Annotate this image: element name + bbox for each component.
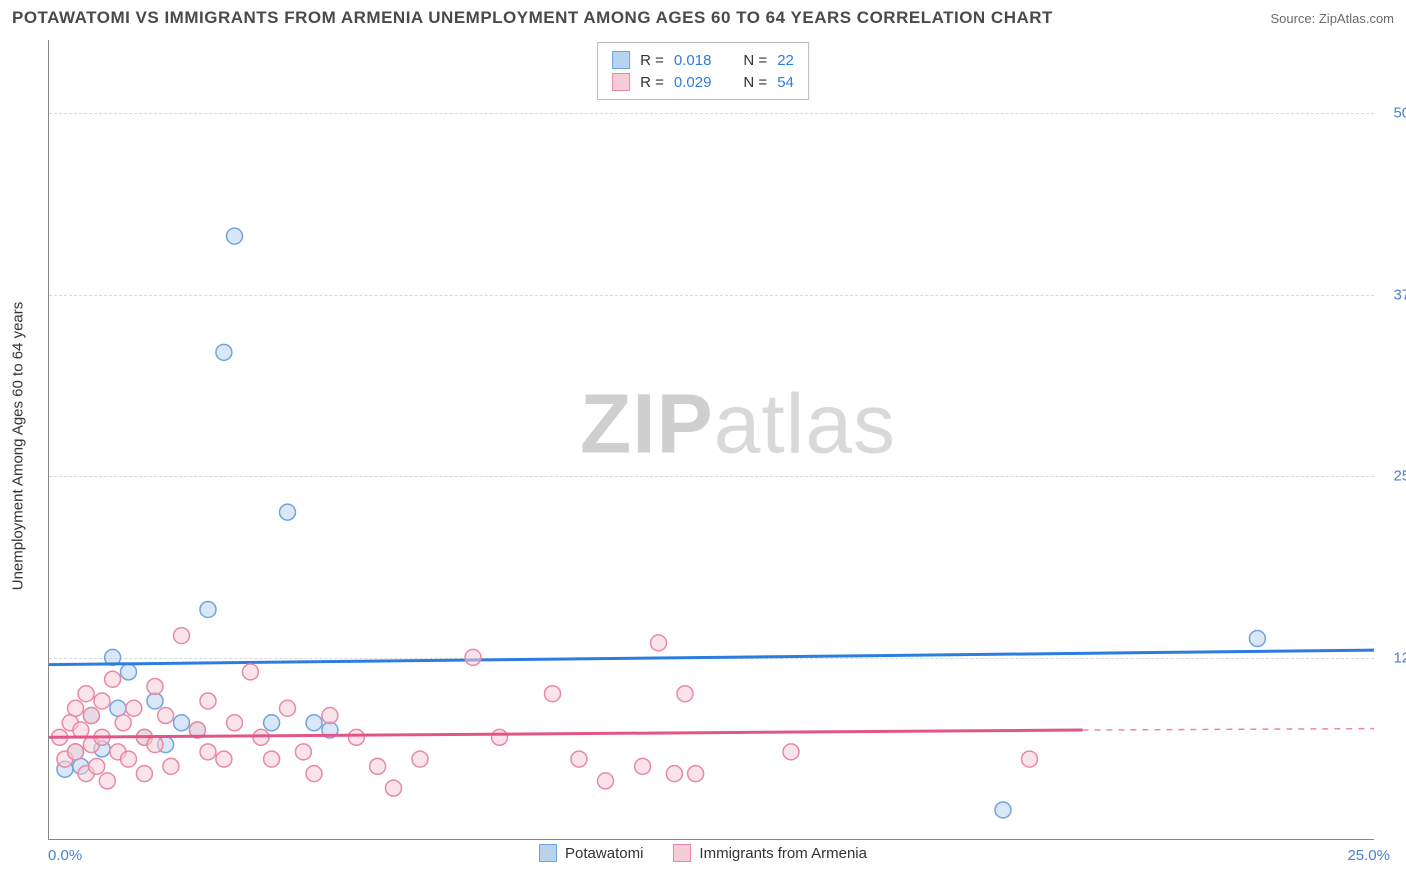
data-point [688, 766, 704, 782]
scatter-svg [49, 40, 1374, 839]
data-point [200, 693, 216, 709]
data-point [174, 628, 190, 644]
data-point [147, 693, 163, 709]
data-point [264, 751, 280, 767]
stats-legend-box: R = 0.018 N = 22 R = 0.029 N = 54 [597, 42, 809, 100]
stats-row: R = 0.018 N = 22 [612, 49, 794, 71]
data-point [242, 664, 258, 680]
data-point [295, 744, 311, 760]
plot-area: ZIPatlas 12.5%25.0%37.5%50.0% [48, 40, 1374, 840]
data-point [115, 715, 131, 731]
data-point [492, 729, 508, 745]
data-point [83, 708, 99, 724]
data-point [94, 693, 110, 709]
data-point [105, 671, 121, 687]
data-point [264, 715, 280, 731]
data-point [89, 758, 105, 774]
y-tick-label: 25.0% [1393, 468, 1406, 485]
data-point [280, 700, 296, 716]
y-tick-label: 12.5% [1393, 650, 1406, 667]
data-point [598, 773, 614, 789]
stats-row: R = 0.029 N = 54 [612, 71, 794, 93]
data-point [783, 744, 799, 760]
n-label: N = [743, 74, 767, 91]
data-point [348, 729, 364, 745]
y-tick-label: 37.5% [1393, 286, 1406, 303]
data-point [412, 751, 428, 767]
data-point [163, 758, 179, 774]
data-point [465, 649, 481, 665]
data-point [216, 344, 232, 360]
n-label: N = [743, 52, 767, 69]
data-point [200, 744, 216, 760]
legend-label: Immigrants from Armenia [699, 845, 867, 862]
legend-swatch [539, 844, 557, 862]
title-bar: POTAWATOMI VS IMMIGRANTS FROM ARMENIA UN… [12, 8, 1394, 28]
legend-item: Immigrants from Armenia [673, 844, 867, 862]
data-point [68, 744, 84, 760]
data-point [227, 228, 243, 244]
data-point [635, 758, 651, 774]
chart-title: POTAWATOMI VS IMMIGRANTS FROM ARMENIA UN… [12, 8, 1053, 28]
legend-swatch [612, 73, 630, 91]
data-point [147, 678, 163, 694]
data-point [136, 766, 152, 782]
data-point [68, 700, 84, 716]
data-point [651, 635, 667, 651]
data-point [126, 700, 142, 716]
data-point [306, 766, 322, 782]
data-point [1249, 631, 1265, 647]
data-point [121, 664, 137, 680]
data-point [370, 758, 386, 774]
y-axis-label: Unemployment Among Ages 60 to 64 years [10, 302, 27, 591]
data-point [121, 751, 137, 767]
legend-swatch [612, 51, 630, 69]
data-point [99, 773, 115, 789]
x-max-label: 25.0% [1347, 847, 1390, 864]
data-point [545, 686, 561, 702]
data-point [1022, 751, 1038, 767]
data-point [78, 686, 94, 702]
n-value: 22 [777, 52, 794, 69]
data-point [147, 737, 163, 753]
data-point [995, 802, 1011, 818]
data-point [322, 708, 338, 724]
x-origin-label: 0.0% [48, 847, 82, 864]
data-point [677, 686, 693, 702]
data-point [200, 601, 216, 617]
n-value: 54 [777, 74, 794, 91]
legend-label: Potawatomi [565, 845, 643, 862]
source-label: Source: ZipAtlas.com [1270, 11, 1394, 26]
data-point [227, 715, 243, 731]
data-point [571, 751, 587, 767]
data-point [280, 504, 296, 520]
r-value: 0.018 [674, 52, 712, 69]
r-value: 0.029 [674, 74, 712, 91]
legend-swatch [673, 844, 691, 862]
r-label: R = [640, 74, 664, 91]
regression-line [49, 650, 1374, 665]
regression-line-dashed [1083, 729, 1375, 730]
data-point [174, 715, 190, 731]
y-tick-label: 50.0% [1393, 104, 1406, 121]
data-point [110, 700, 126, 716]
data-point [216, 751, 232, 767]
legend-item: Potawatomi [539, 844, 643, 862]
r-label: R = [640, 52, 664, 69]
data-point [158, 708, 174, 724]
data-point [386, 780, 402, 796]
series-legend: Potawatomi Immigrants from Armenia [539, 844, 867, 862]
data-point [306, 715, 322, 731]
data-point [666, 766, 682, 782]
